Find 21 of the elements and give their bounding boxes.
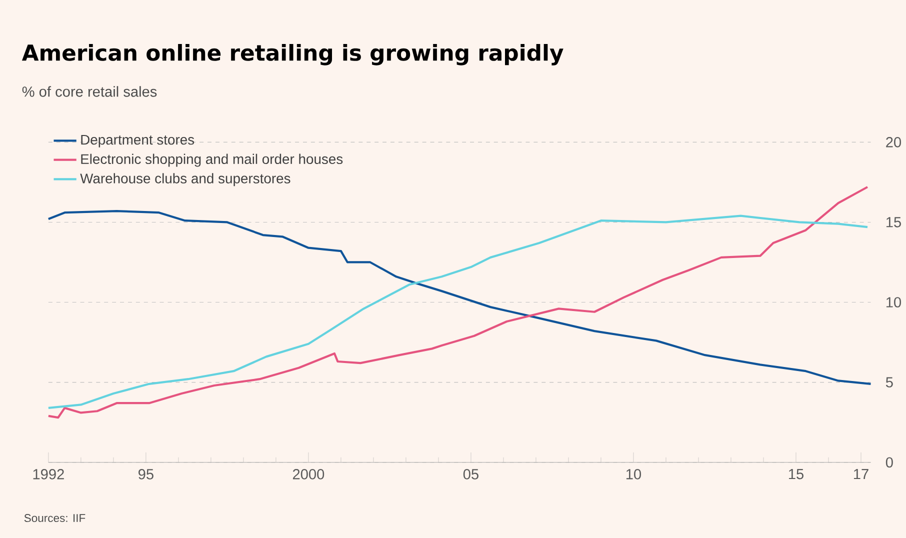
y-tick-label: 5 [886,377,893,388]
line-series [47,186,869,419]
x-tick-label: 2000 [292,469,324,480]
chart-subtitle: % of core retail sales [22,86,157,97]
y-tick-label: 0 [886,457,893,468]
y-tick-label: 15 [886,217,901,228]
legend-label: Department stores [81,134,194,148]
x-tick-label: 17 [854,469,868,480]
x-tick-label: 15 [788,469,804,480]
y-tick-label: 10 [886,297,902,308]
x-tick-label: 1992 [33,469,64,480]
legend-label: Warehouse clubs and superstores [80,173,290,186]
x-tick-label: 95 [138,469,154,480]
legend-label: Electronic shopping and mail order houses [81,154,343,167]
source-note: Sources: IIF [24,514,86,522]
y-tick-label: 20 [886,137,902,148]
line-series [47,214,869,410]
line-series [47,210,872,385]
x-tick-label: 05 [463,469,478,480]
x-tick-label: 10 [626,469,641,480]
chart-title: American online retailing is growing rapidly [22,44,564,66]
